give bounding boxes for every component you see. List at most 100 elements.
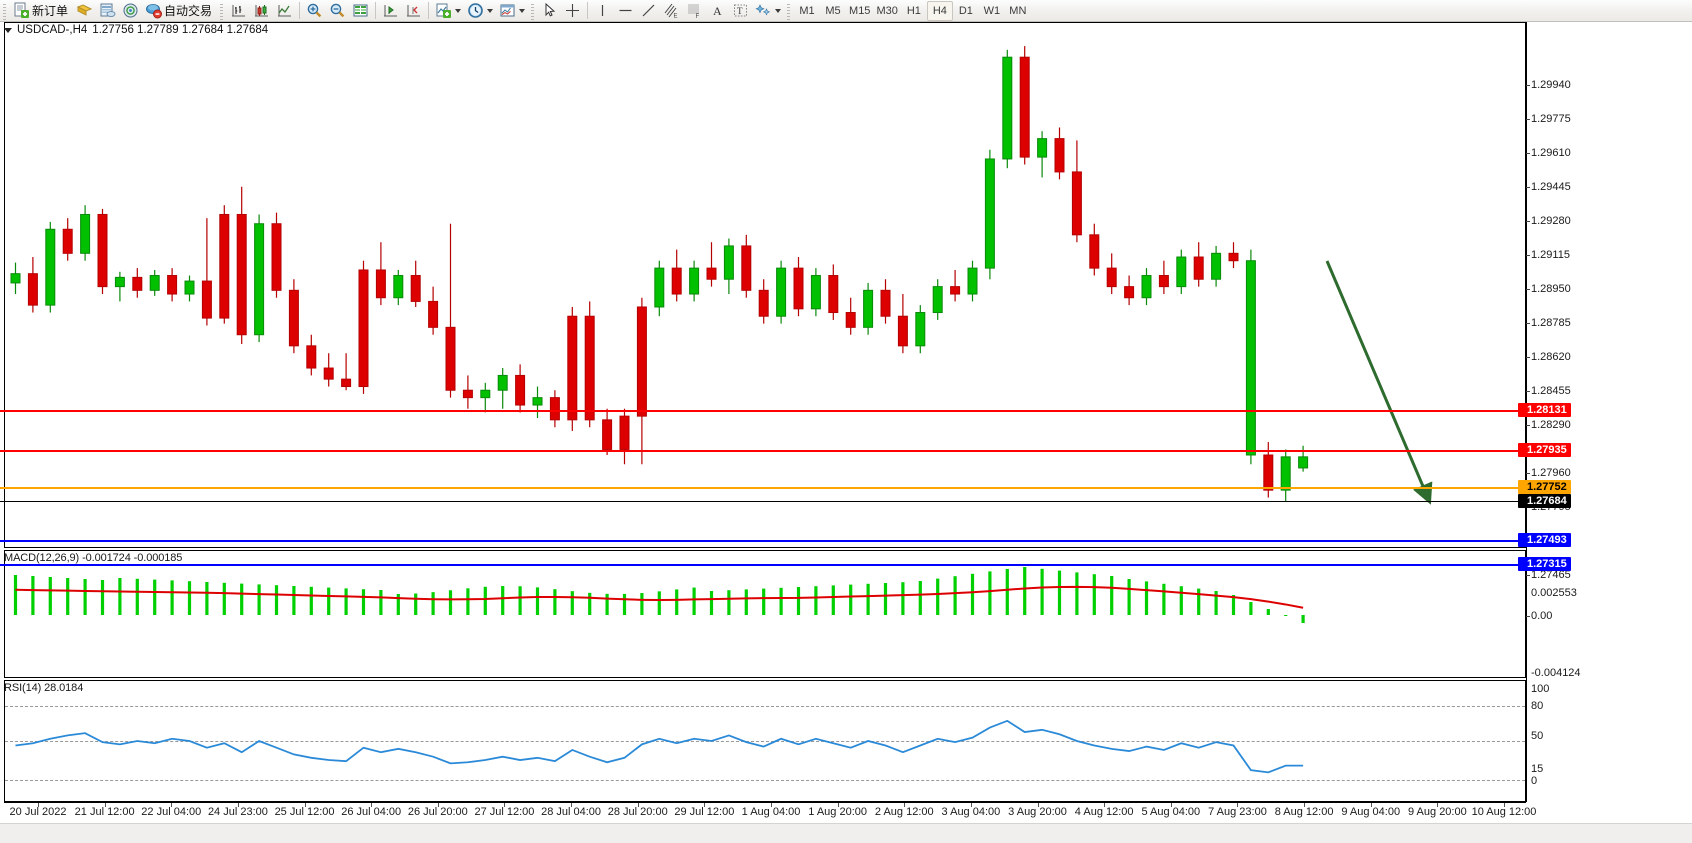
autotrading-button[interactable]: 自动交易: [142, 1, 217, 21]
chart-shift-button[interactable]: [402, 1, 425, 21]
price-axis-label: 1.29610: [1531, 147, 1571, 159]
toolbar-grip-2[interactable]: [218, 1, 226, 20]
time-tick: [1170, 803, 1172, 807]
chevron-down-icon-3[interactable]: [519, 8, 526, 13]
support-2-tag[interactable]: 1.27315: [1518, 557, 1571, 571]
time-tick: [304, 803, 306, 807]
time-axis-label: 3 Aug 04:00: [941, 806, 1001, 818]
templates-button[interactable]: [496, 1, 528, 21]
timeframe-mn[interactable]: MN: [1009, 4, 1027, 17]
trendline-button[interactable]: [637, 1, 660, 21]
macd-tick-zero: [1526, 616, 1530, 617]
chevron-down-icon-symbol[interactable]: [4, 27, 12, 33]
timeframe-m5[interactable]: M5: [825, 4, 841, 17]
macd-scale-zero: 0.00: [1531, 610, 1553, 622]
indicators-button[interactable]: [432, 1, 464, 21]
price-axis-label: 1.29940: [1531, 79, 1571, 91]
price-tick: [1526, 391, 1530, 392]
macd-pane[interactable]: [4, 550, 1526, 678]
symbol-info-bar[interactable]: USDCAD-,H4 1.27756 1.27789 1.27684 1.276…: [4, 24, 268, 36]
timeframe-m30[interactable]: M30: [876, 4, 898, 17]
macd-scale-min: -0.004124: [1531, 667, 1581, 679]
timeframe-m1[interactable]: M1: [799, 4, 815, 17]
resistance-2-tag[interactable]: 1.27935: [1518, 443, 1571, 457]
time-axis-label: 24 Jul 23:00: [207, 806, 268, 818]
chevron-down-icon-2[interactable]: [487, 8, 494, 13]
shapes-icon: [755, 4, 771, 16]
toolbar-grip-3[interactable]: [529, 1, 537, 20]
fibonacci-icon: F: [688, 4, 700, 19]
support-1-tag[interactable]: 1.27493: [1518, 533, 1571, 547]
rsi-scale-100: 100: [1531, 683, 1550, 695]
time-axis-label: 9 Aug 04:00: [1341, 806, 1401, 818]
timeframe-w1[interactable]: W1: [983, 4, 1001, 17]
timeframe-d1[interactable]: D1: [958, 4, 973, 17]
new-order-icon: [14, 2, 29, 18]
rsi-label: RSI(14) 28.0184: [4, 682, 84, 694]
timeframe-m15[interactable]: M15: [849, 4, 871, 17]
rsi-pane[interactable]: [4, 680, 1526, 802]
crosshair-button[interactable]: [561, 1, 584, 21]
price-tick: [1526, 119, 1530, 120]
time-tick: [1504, 803, 1505, 807]
zoom-in-button[interactable]: [303, 1, 326, 21]
rsi-scale-15: 15: [1531, 763, 1544, 775]
macd-label: MACD(12,26,9) -0.001724 -0.000185: [4, 552, 183, 564]
equidistant-channel-button[interactable]: E: [660, 1, 683, 21]
toolbar-grip[interactable]: [1, 1, 8, 20]
navigator-icon: [123, 3, 138, 18]
rsi-scale-80: 80: [1531, 700, 1544, 712]
new-order-button[interactable]: 新订单: [10, 1, 73, 21]
periods-button[interactable]: [464, 1, 496, 21]
chart-scrollbar[interactable]: [0, 823, 1692, 843]
rsi-level-15: [5, 780, 1525, 781]
chart-area[interactable]: USDCAD-,H4 1.27756 1.27789 1.27684 1.276…: [0, 22, 1692, 843]
price-tick: [1526, 357, 1530, 358]
time-tick: [571, 803, 573, 807]
price-axis-label: 1.28620: [1531, 351, 1571, 363]
price-pane[interactable]: [4, 22, 1526, 548]
resistance-1-tag[interactable]: 1.28131: [1518, 403, 1571, 417]
horizontal-line-button[interactable]: [614, 1, 637, 21]
expert-advisors-button[interactable]: [73, 1, 96, 21]
time-axis-label: 29 Jul 12:00: [674, 806, 735, 818]
vertical-line-icon: [601, 5, 604, 16]
vertical-line-button[interactable]: [591, 1, 614, 21]
bar-chart-button[interactable]: [227, 1, 250, 21]
current-price-tag[interactable]: 1.27684: [1518, 494, 1571, 508]
zoom-in-icon: [307, 3, 322, 18]
text-button[interactable]: A: [706, 1, 729, 21]
timeframe-h1[interactable]: H1: [906, 4, 921, 17]
timeframe-h4[interactable]: H4: [926, 0, 953, 21]
zoom-out-button[interactable]: [326, 1, 349, 21]
price-tick: [1526, 85, 1530, 86]
navigator-button[interactable]: [119, 1, 142, 21]
toolbar-separator: [299, 2, 301, 19]
fibonacci-button[interactable]: F: [683, 1, 706, 21]
macd-scale-max: 0.002553: [1531, 587, 1577, 599]
chevron-down-icon-4[interactable]: [775, 8, 782, 13]
time-tick: [1437, 803, 1439, 807]
shapes-button[interactable]: [752, 1, 784, 21]
price-axis-label: 1.29115: [1531, 249, 1570, 261]
line-chart-button[interactable]: [273, 1, 296, 21]
pending-order-tag[interactable]: 1.27752: [1518, 480, 1571, 494]
data-window-button[interactable]: [96, 1, 119, 21]
text-label-button[interactable]: T: [729, 1, 752, 21]
time-axis-label: 5 Aug 04:00: [1141, 806, 1201, 818]
candlestick-icon: [255, 5, 269, 17]
time-axis[interactable]: 20 Jul 2022 21 Jul 12:00 22 Jul 04:00 24 Ju…: [4, 802, 1536, 822]
data-window-icon: [100, 3, 116, 17]
autotrading-icon: [146, 4, 163, 19]
toolbar-grip-4[interactable]: [785, 1, 793, 20]
candlestick-chart-button[interactable]: [250, 1, 273, 21]
cursor-button[interactable]: [538, 1, 561, 21]
grid-button[interactable]: [349, 1, 372, 21]
auto-scroll-button[interactable]: [379, 1, 402, 21]
chevron-down-icon[interactable]: [455, 8, 462, 13]
time-axis-label: 1 Aug 04:00: [741, 806, 801, 818]
time-tick: [38, 803, 39, 807]
symbol-ohlc: 1.27756 1.27789 1.27684 1.27684: [92, 24, 269, 36]
text-label-icon: T: [734, 4, 748, 17]
trend-arrow-annotation[interactable]: [5, 23, 1525, 547]
